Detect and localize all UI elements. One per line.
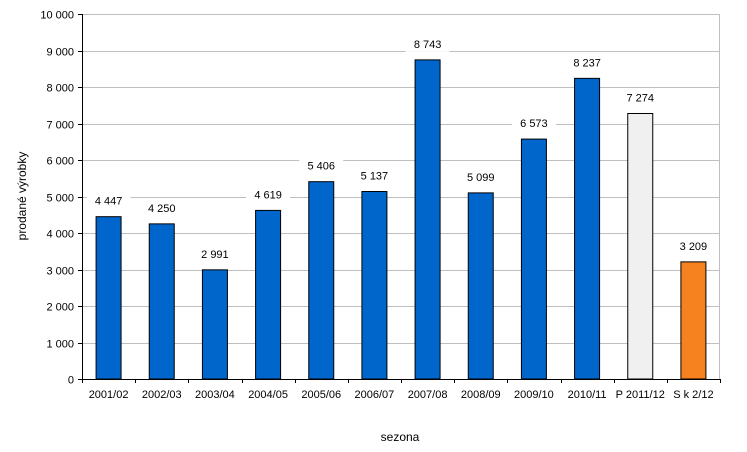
data-label-backdrop <box>618 90 663 106</box>
data-label-backdrop <box>565 55 610 71</box>
data-label: 7 274 <box>626 92 654 104</box>
y-tick-label: 3 000 <box>46 266 74 278</box>
data-label-backdrop <box>458 169 503 185</box>
x-tick-label: 2001/02 <box>89 389 129 401</box>
x-tick-label: 2005/06 <box>301 389 341 401</box>
x-tick-label: 2003/04 <box>195 389 235 401</box>
y-tick-label: 0 <box>68 375 74 387</box>
x-tick-label: 2008/09 <box>461 389 501 401</box>
bar <box>361 190 388 380</box>
y-tick-label: 4 000 <box>46 229 74 241</box>
data-label-backdrop <box>246 187 291 203</box>
y-tick-label: 1 000 <box>46 339 74 351</box>
y-tick-label: 6 000 <box>46 156 74 168</box>
data-label: 5 099 <box>467 172 495 184</box>
data-label: 6 573 <box>520 118 548 130</box>
x-tick-label: S k 2/12 <box>673 389 713 401</box>
data-labels: 4 447 4 250 2 991 4 619 5 406 5 137 8 743 5 099… <box>86 36 716 262</box>
bar <box>627 112 654 380</box>
bar <box>95 216 122 380</box>
y-tick-label: 8 000 <box>46 83 74 95</box>
data-label-backdrop <box>299 158 344 174</box>
bar <box>574 77 601 380</box>
gridlines <box>82 14 720 379</box>
data-label: 4 447 <box>95 196 123 208</box>
data-label-backdrop <box>511 116 556 132</box>
bars <box>95 59 707 380</box>
y-tick-label: 5 000 <box>46 193 74 205</box>
x-axis-title: sezona <box>381 430 420 444</box>
bar <box>255 209 282 380</box>
data-label: 8 743 <box>414 39 442 51</box>
data-label-backdrop <box>86 193 131 209</box>
data-label: 8 237 <box>573 57 601 69</box>
x-tick-label: 2009/10 <box>514 389 554 401</box>
x-tick-label: 2010/11 <box>568 389 607 401</box>
data-label: 4 250 <box>148 203 176 215</box>
data-label-backdrop <box>139 200 184 216</box>
x-tick-label: 2006/07 <box>355 389 395 401</box>
bar <box>680 261 707 380</box>
y-tick-label: 10 000 <box>40 10 74 22</box>
bar <box>201 269 228 380</box>
bar <box>308 181 335 380</box>
x-tick-label: 2004/05 <box>248 389 288 401</box>
y-tick-label: 9 000 <box>46 47 74 59</box>
y-tick-label: 2 000 <box>46 302 74 314</box>
y-axis-title: prodané výrobky <box>15 152 29 241</box>
x-tick-label: P 2011/12 <box>616 389 665 401</box>
data-label: 5 137 <box>361 170 389 182</box>
data-label-backdrop <box>192 246 237 262</box>
data-label-backdrop <box>671 238 716 254</box>
bar <box>148 223 175 380</box>
axes: 0 1 000 2 000 3 000 4 000 5 000 6 000 7 000 8 00… <box>40 10 721 401</box>
y-tick-label: 7 000 <box>46 120 74 132</box>
data-label: 4 619 <box>254 189 282 201</box>
x-tick-label: 2007/08 <box>408 389 448 401</box>
data-label: 3 209 <box>680 241 708 253</box>
x-tick-label: 2002/03 <box>142 389 182 401</box>
bar <box>520 138 547 380</box>
bar <box>467 192 494 380</box>
data-label: 2 991 <box>201 249 229 261</box>
data-label-backdrop <box>352 168 397 184</box>
data-label-backdrop <box>405 36 450 52</box>
bar <box>414 59 441 380</box>
data-label: 5 406 <box>307 161 335 173</box>
